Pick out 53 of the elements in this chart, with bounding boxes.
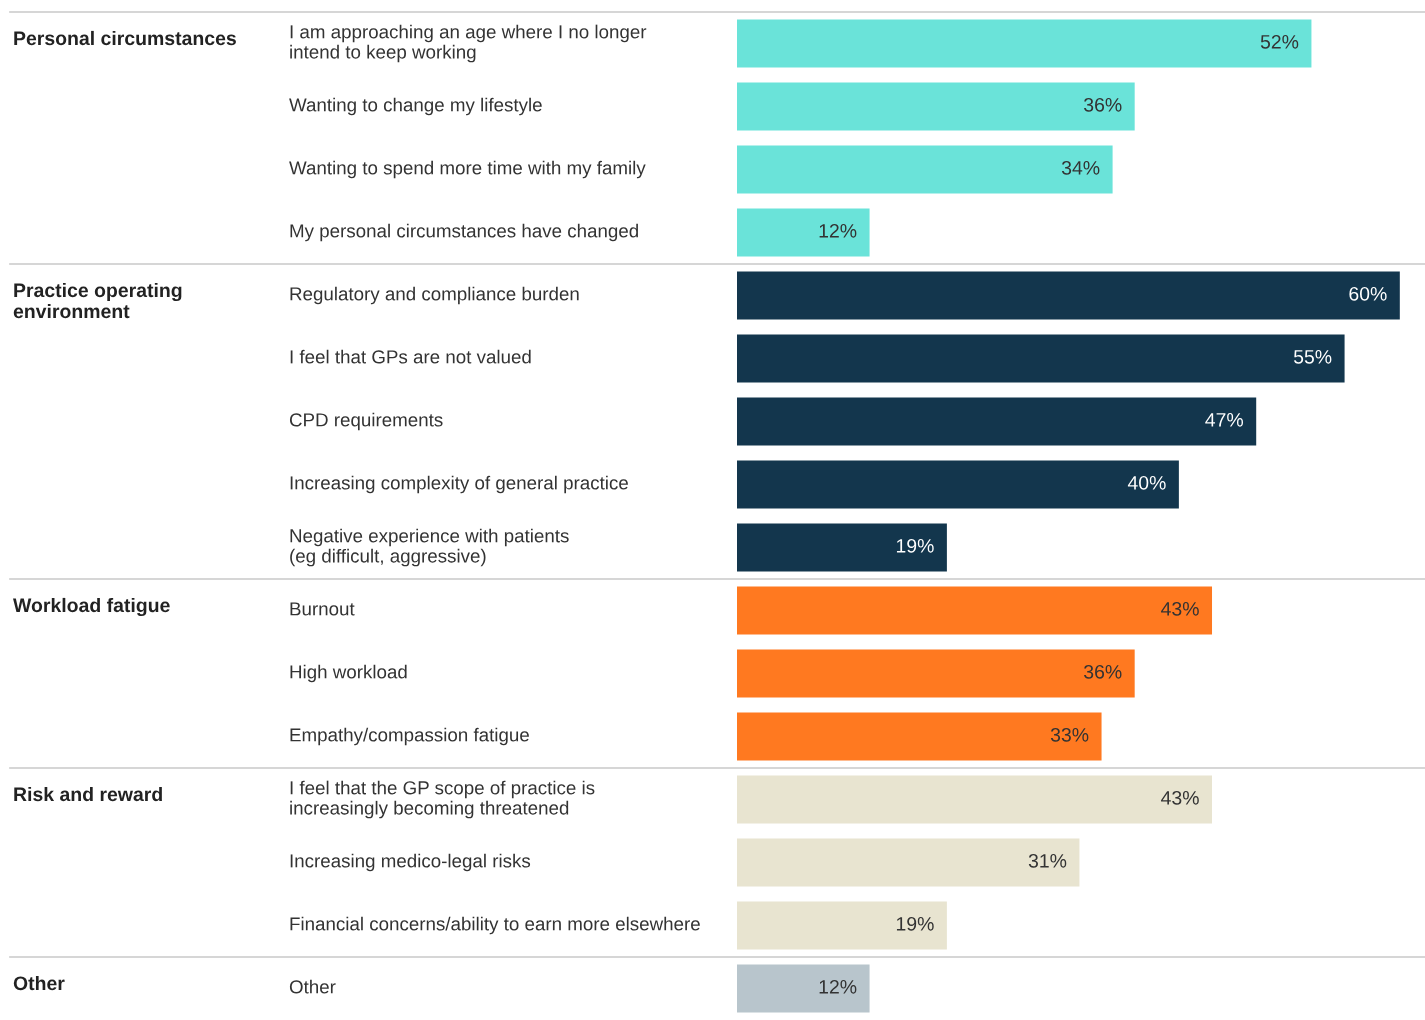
y-tick-label: Increasing medico-legal risks	[290, 853, 531, 872]
bar	[737, 145, 1113, 194]
bar	[737, 712, 1102, 761]
bar	[737, 838, 1080, 887]
y-tick-label: Burnout	[290, 602, 355, 616]
y-tick-label: Wanting to spend more time with my family	[289, 160, 646, 179]
y-tick-label: High workload	[290, 664, 407, 683]
data-label: 52%	[1260, 34, 1299, 49]
data-label: 12%	[819, 979, 857, 994]
bar	[737, 271, 1400, 320]
bar	[737, 397, 1257, 446]
data-label: 43%	[1161, 790, 1199, 805]
data-label: 19%	[896, 538, 934, 553]
bar	[737, 901, 947, 950]
data-label: 34%	[1061, 160, 1100, 175]
bar	[737, 208, 870, 257]
bar	[737, 775, 1213, 824]
y-tick-label: I am approaching an age where I no longer intend to keep working	[290, 24, 647, 63]
text: Practice operating environment	[13, 282, 182, 319]
bar	[737, 82, 1135, 131]
data-label: 33%	[1050, 727, 1089, 742]
y-tick-label: I feel that the GP scope of practice is increasingly becoming threatened	[290, 780, 595, 819]
y-tick-label: Increasing complexity of general practice	[290, 475, 628, 494]
y-tick-label: I feel that GPs are not valued	[290, 349, 531, 364]
bar	[737, 460, 1179, 509]
bar	[737, 586, 1213, 635]
bar	[737, 19, 1312, 68]
text: Other	[13, 975, 65, 991]
data-label: 36%	[1084, 664, 1122, 679]
text: Workload fatigue	[13, 597, 170, 617]
bar	[737, 334, 1345, 383]
y-tick-label: Other	[289, 979, 336, 994]
data-label: 47%	[1205, 413, 1244, 427]
data-label: 43%	[1161, 601, 1199, 616]
y-tick-label: My personal circumstances have changed	[290, 223, 638, 242]
data-label: 60%	[1349, 286, 1387, 301]
bar	[737, 964, 870, 1013]
y-tick-label: Financial concerns/ability to earn more elsewhere	[290, 916, 700, 935]
bar	[737, 523, 947, 572]
bar	[737, 649, 1135, 698]
data-label: 36%	[1084, 97, 1122, 112]
y-tick-label: Negative experience with patients (eg difficult, aggressive)	[290, 528, 569, 567]
y-tick-label: Regulatory and compliance burden	[290, 286, 579, 305]
y-tick-label: CPD requirements	[289, 412, 443, 431]
data-label: 31%	[1028, 853, 1067, 868]
data-label: 12%	[819, 223, 857, 238]
data-label: 40%	[1127, 475, 1166, 490]
y-tick-label: Empathy/compassion fatigue	[290, 727, 529, 746]
data-label: 19%	[896, 916, 934, 931]
text: Risk and reward	[14, 786, 162, 802]
text: Personal circumstances	[14, 30, 236, 46]
y-tick-label: Wanting to change my lifestyle	[289, 97, 542, 116]
data-label: 55%	[1293, 350, 1332, 364]
